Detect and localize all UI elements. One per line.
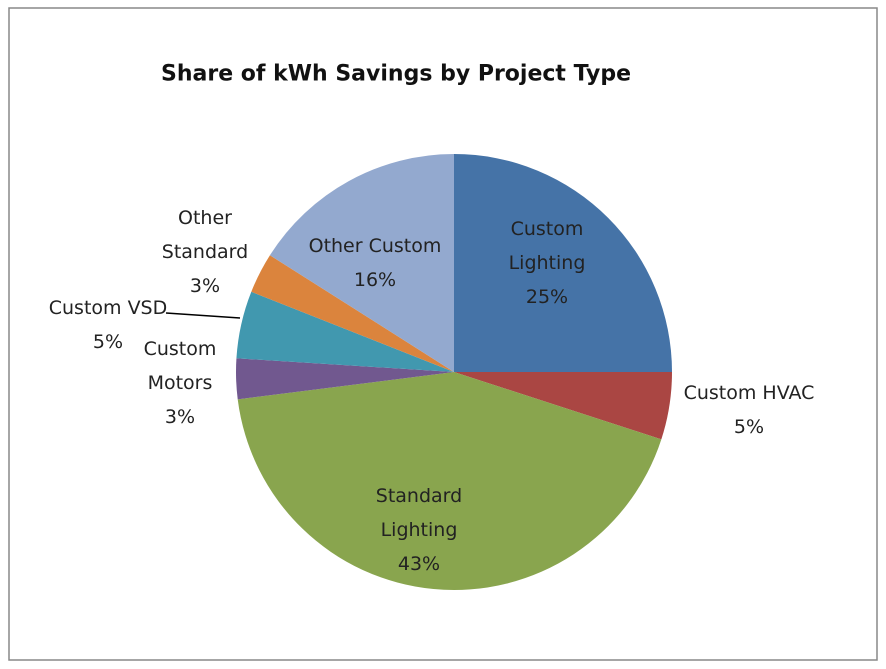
data-label: Other Custom 16% xyxy=(290,229,460,297)
data-label: Custom Motors 3% xyxy=(140,332,220,434)
slice-percent: 16% xyxy=(353,269,397,291)
slice-percent: 5% xyxy=(733,416,765,438)
slice-name: Other Custom xyxy=(308,235,442,257)
pie-slice xyxy=(251,255,454,372)
data-label: Custom VSD 5% xyxy=(28,291,188,359)
data-label: Other Standard 3% xyxy=(155,201,255,303)
slice-percent: 25% xyxy=(525,286,569,308)
leader-line xyxy=(165,312,241,319)
pie-slice xyxy=(454,154,672,372)
slice-name: Custom Motors xyxy=(143,338,217,394)
data-label: Custom Lighting 25% xyxy=(502,212,592,314)
slice-name: Custom VSD xyxy=(48,297,168,319)
data-label: Custom HVAC 5% xyxy=(649,376,849,444)
data-label: Standard Lighting 43% xyxy=(369,479,469,581)
pie-slice xyxy=(269,154,454,372)
slice-name: Other Standard xyxy=(161,207,249,263)
pie-slice xyxy=(454,372,672,440)
slice-percent: 3% xyxy=(189,275,221,297)
chart-title: Share of kWh Savings by Project Type xyxy=(160,61,632,87)
slice-percent: 43% xyxy=(397,553,441,575)
pie-slice xyxy=(237,372,662,590)
slice-percent: 3% xyxy=(164,406,196,428)
slice-name: Custom HVAC xyxy=(683,382,815,404)
slice-name: Standard Lighting xyxy=(375,485,463,541)
pie-slice xyxy=(236,358,454,400)
slice-name: Custom Lighting xyxy=(508,218,586,274)
pie-slice xyxy=(236,291,454,372)
slice-percent: 5% xyxy=(92,331,124,353)
